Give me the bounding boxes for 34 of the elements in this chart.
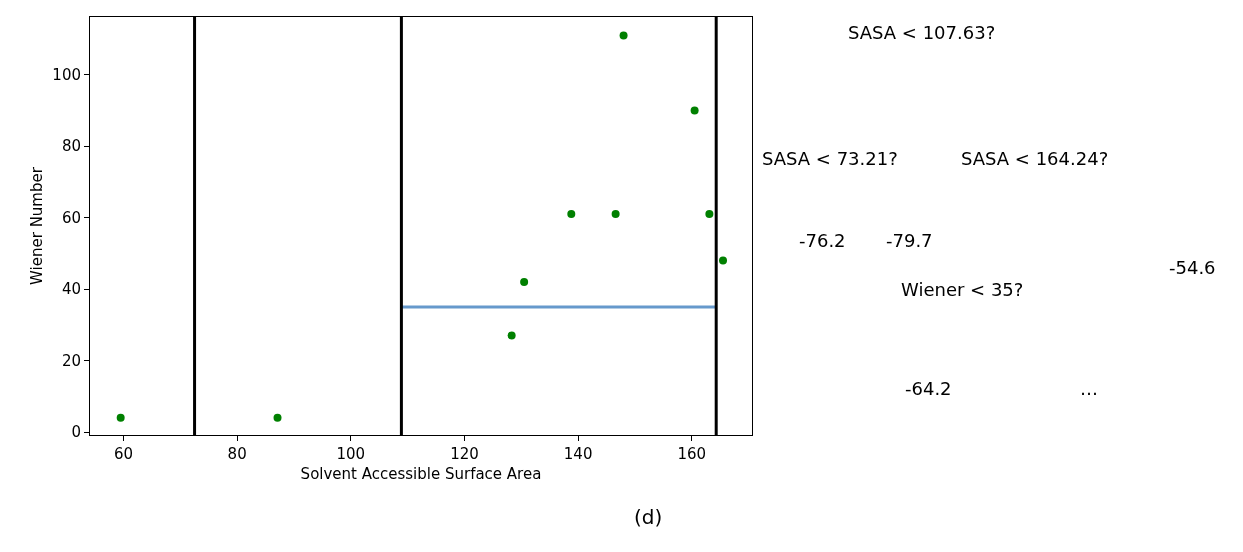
x-tick-label: 60 — [113, 445, 134, 464]
point — [520, 277, 529, 286]
y-tick-label: 0 — [71, 423, 81, 442]
point — [507, 331, 516, 340]
text: -76.2 — [799, 230, 846, 251]
text: … — [1080, 378, 1098, 399]
x-axis-title: Solvent Accessible Surface Area — [300, 465, 542, 484]
point — [116, 413, 125, 422]
x-tick-label: 80 — [227, 445, 247, 464]
x-tick-label: 160 — [677, 445, 707, 464]
text: SASA < 164.24? — [961, 148, 1109, 169]
point — [690, 106, 699, 115]
text: (d) — [634, 505, 663, 529]
point — [273, 413, 282, 422]
point — [705, 210, 714, 219]
y-tick-label: 80 — [61, 137, 81, 156]
text: -64.2 — [905, 378, 952, 399]
text: -79.7 — [886, 230, 933, 251]
point — [611, 210, 620, 219]
y-tick-label: 100 — [52, 65, 81, 84]
point — [619, 31, 628, 40]
text: Wiener < 35? — [901, 279, 1024, 300]
text: SASA < 73.21? — [762, 148, 898, 169]
x-tick-label: 120 — [450, 445, 479, 464]
y-tick-label: 60 — [61, 208, 81, 227]
text: -54.6 — [1169, 257, 1216, 278]
x-tick-label: 140 — [563, 445, 593, 464]
y-tick-label: 20 — [61, 351, 81, 370]
y-tick-label: 40 — [61, 280, 81, 299]
x-tick-label: 100 — [336, 445, 366, 464]
point — [719, 256, 728, 265]
y-axis-title: Wiener Number — [27, 166, 46, 285]
text: SASA < 107.63? — [848, 22, 996, 43]
point — [567, 210, 576, 219]
